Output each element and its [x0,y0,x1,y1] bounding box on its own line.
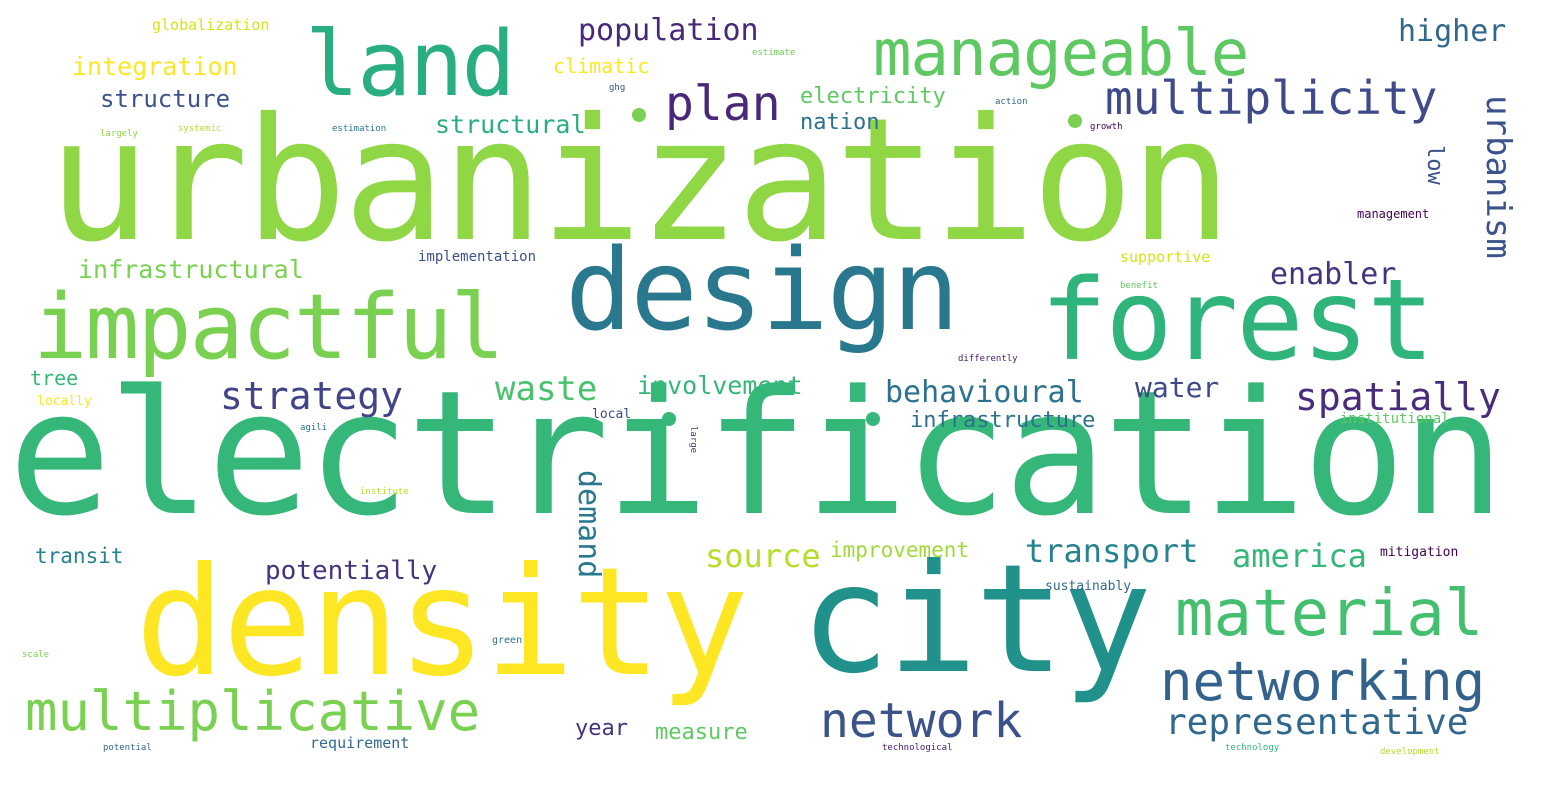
word: urbanism [1478,95,1518,259]
word: demand [571,470,606,579]
word: implementation [418,249,537,265]
word: potential [103,743,152,753]
word: water [1135,371,1220,404]
word: year [575,716,628,741]
word: waste [495,369,598,409]
word: largely [100,129,138,139]
word: material [1175,577,1484,651]
word: multiplicative [25,680,481,743]
word: tree [30,366,79,390]
word: supportive [1120,248,1211,266]
word: infrastructure [910,408,1096,433]
word: electrification [8,353,1505,554]
word: multiplicity [1105,71,1438,125]
word: city [800,533,1152,707]
word: ghg [609,83,626,93]
word: network [820,693,1023,749]
word: enabler [1270,257,1397,292]
word: green [492,635,523,646]
word: electricity [800,84,946,109]
word: impactful [33,275,505,380]
word: scale [22,650,50,660]
word: benefit [1120,281,1158,291]
word: structural [435,110,586,139]
word: transport [1025,532,1199,570]
word: america [1232,537,1367,575]
word: globalization [152,16,270,34]
dot-decoration [866,412,880,426]
word: infrastructural [78,255,304,284]
word: networking [1160,650,1486,713]
word: manageable [873,17,1249,91]
word: higher [1398,14,1507,49]
word: institutional [1340,411,1450,427]
word: representative [1165,702,1469,743]
word: mitigation [1380,545,1459,560]
word: potentially [265,556,438,586]
word: nation [800,110,880,135]
word: estimation [332,124,387,134]
word: transit [35,544,124,568]
word: forest [1040,256,1435,386]
word: urbanization [48,82,1232,280]
word: behavioural [885,375,1084,410]
word: improvement [830,538,970,562]
word: integration [72,52,238,81]
word: climatic [553,54,650,78]
word: requirement [310,734,410,752]
word: institute [360,487,409,497]
word: action [995,97,1028,107]
word: growth [1090,122,1123,132]
word: technological [882,743,953,753]
word: systemic [178,124,222,134]
word: estimate [752,48,796,58]
word: population [578,13,759,48]
word: involvement [637,371,803,400]
word: technology [1225,743,1280,753]
word: locally [37,394,92,409]
word: management [1357,207,1430,221]
word: development [1380,747,1440,757]
word: sustainably [1045,579,1132,594]
word: agili [300,423,328,433]
word: land [305,12,516,117]
word: strategy [220,374,404,418]
dot-decoration [662,412,676,426]
word: source [705,537,821,575]
dot-decoration [1068,114,1082,128]
word: low [1422,145,1447,185]
word: large [688,426,698,454]
word: differently [958,354,1018,364]
word: structure [100,85,231,113]
word: local [592,407,632,422]
word: density [135,536,749,710]
word: measure [655,720,748,745]
word: plan [665,76,781,132]
dot-decoration [632,108,646,122]
word: design [565,226,960,356]
word: spatially [1295,375,1501,419]
